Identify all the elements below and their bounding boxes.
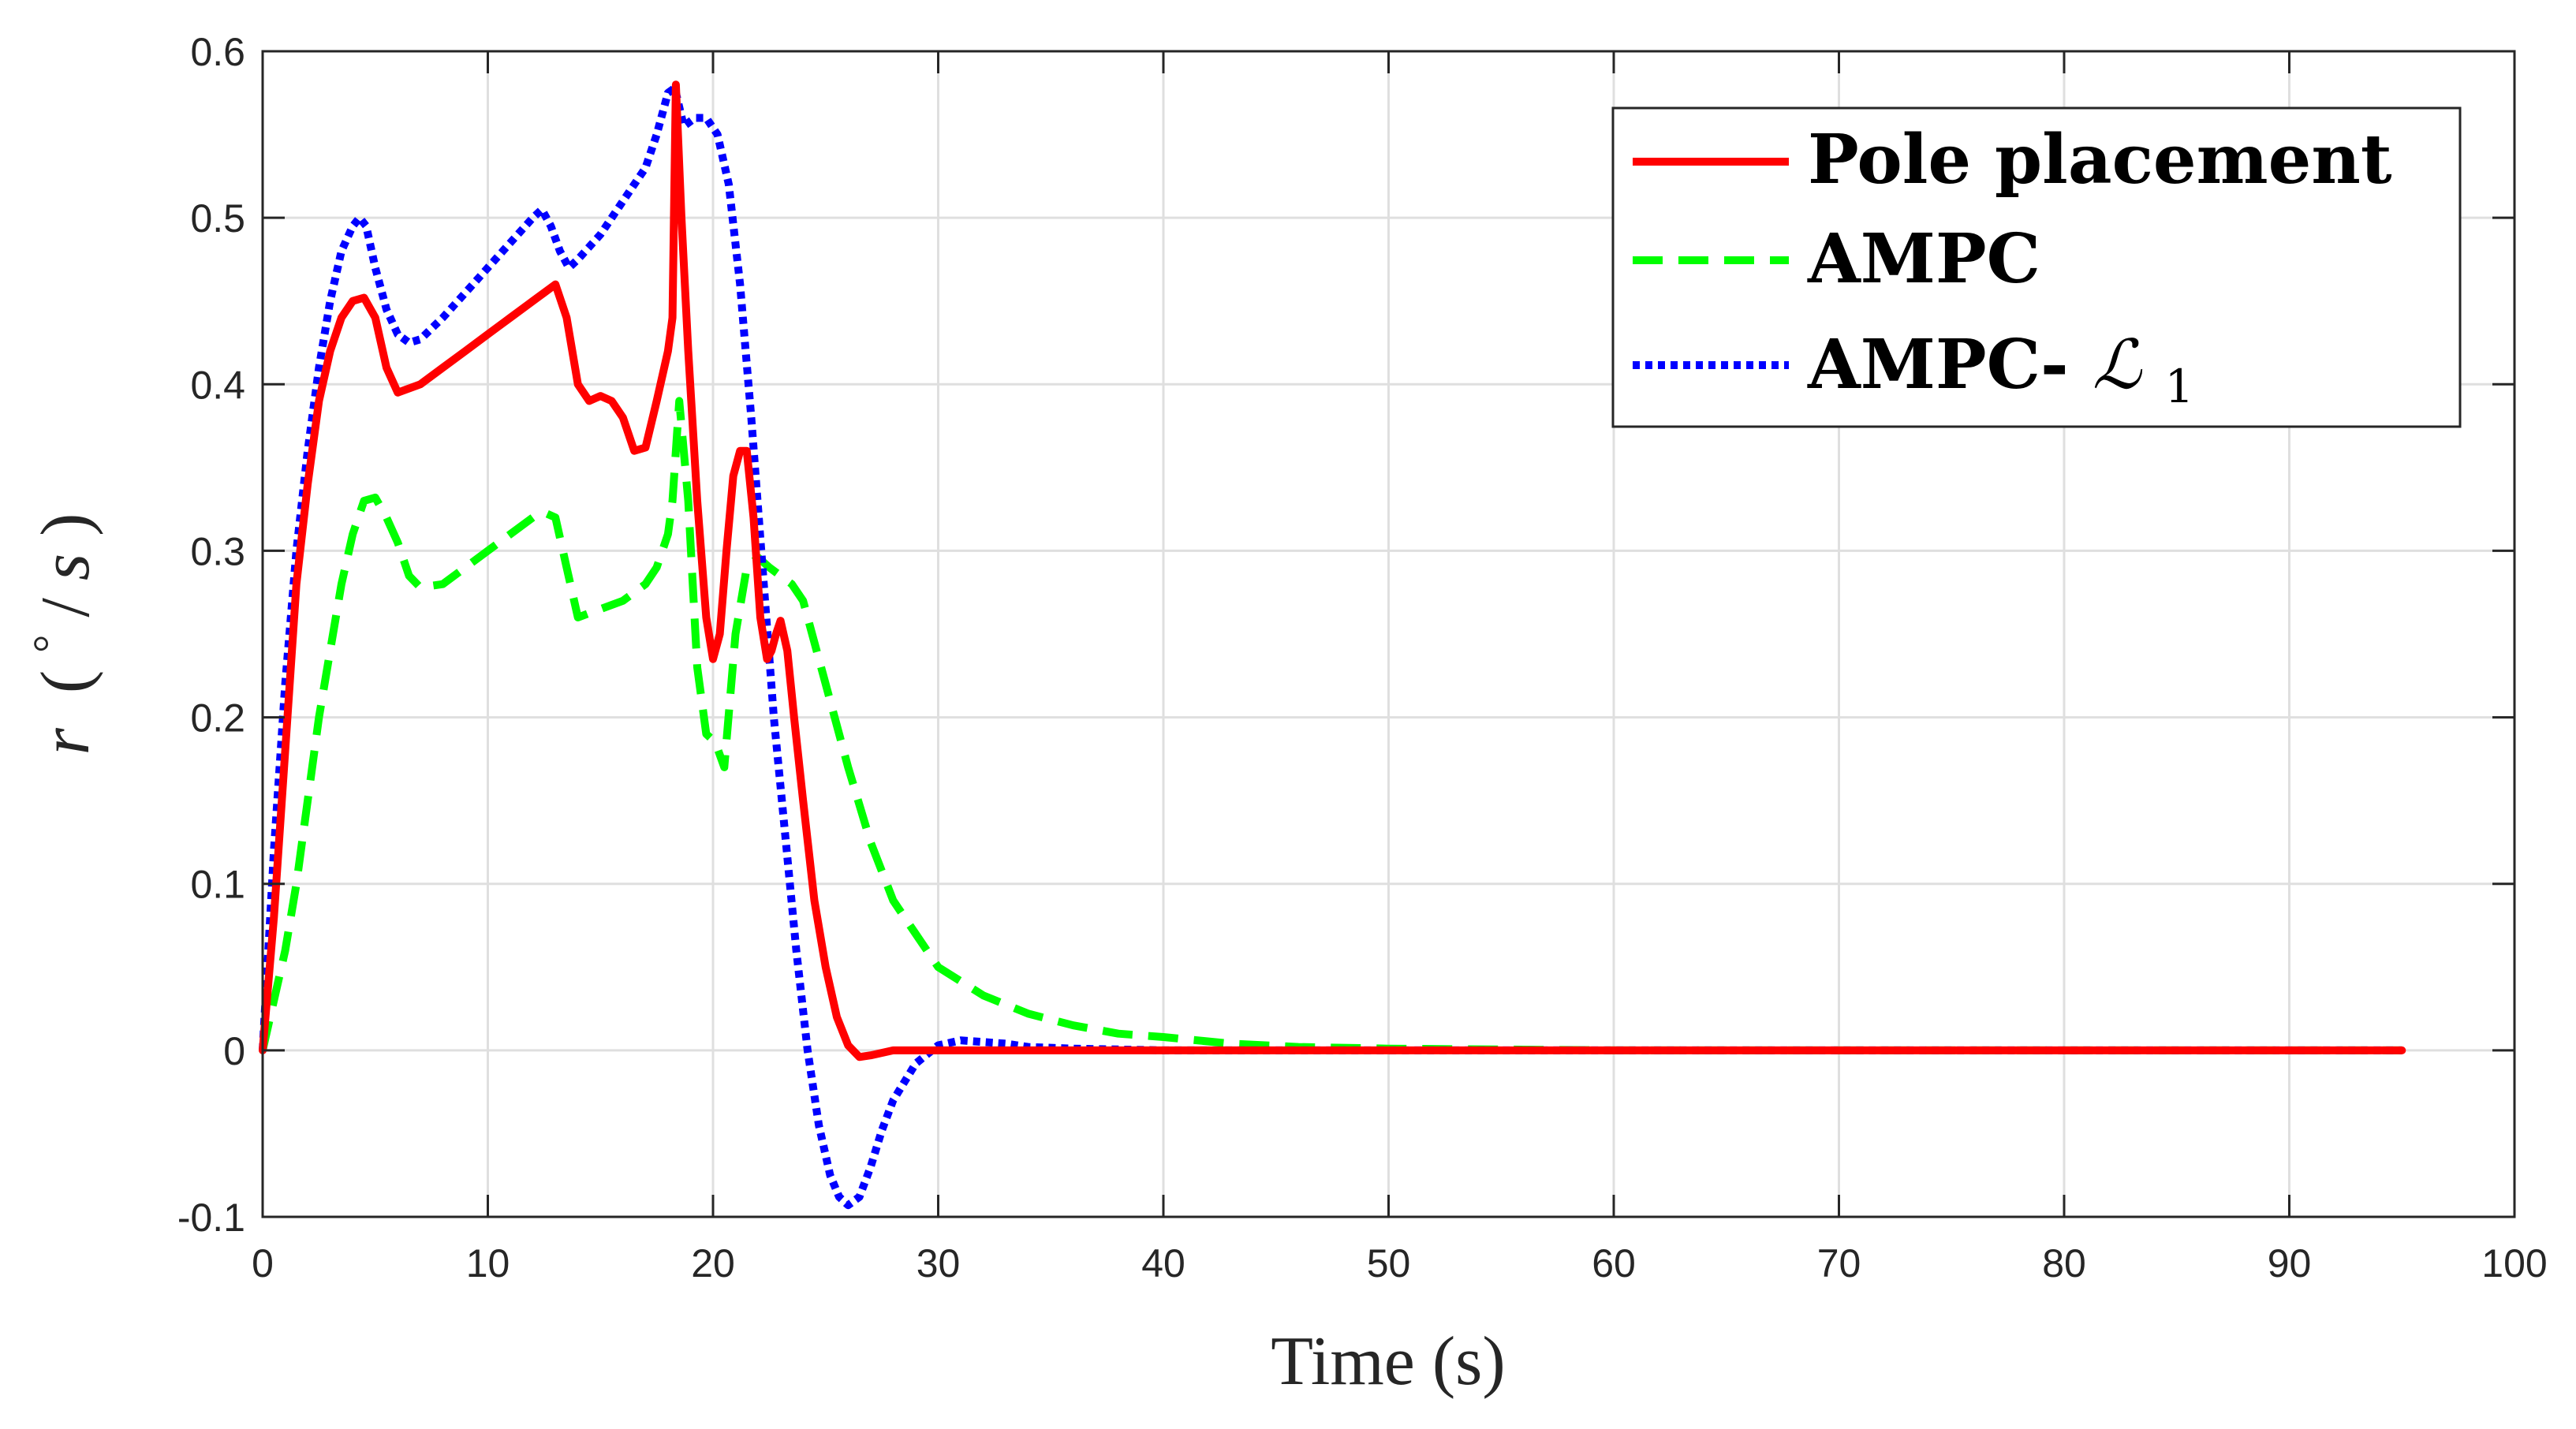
legend-label-pole-placement: Pole placement: [1808, 120, 2392, 200]
x-axis-title: Time (s): [1271, 1323, 1505, 1400]
y-tick-label-0-2: 0.2: [190, 696, 245, 741]
y-tick-label-0-1: -0.1: [177, 1196, 245, 1240]
x-tick-label-100: 100: [2481, 1241, 2547, 1285]
series-line-pole-placement: [259, 80, 2406, 1061]
y-tick-label-0-4: 0.4: [190, 363, 245, 407]
x-tick-label-50: 50: [1367, 1241, 1411, 1285]
x-tick-label-80: 80: [2042, 1241, 2086, 1285]
x-tick-label-0: 0: [252, 1241, 274, 1285]
legend-label-ampc-l1: AMPC- ℒ 1: [1807, 325, 2194, 413]
y-tick-label-0-1: 0.1: [190, 863, 245, 907]
svg-text:r ( ° /: r ( ° / s ): [4, 513, 104, 756]
y-axis-title-var: r: [28, 727, 104, 755]
x-tick-label-90: 90: [2268, 1241, 2312, 1285]
x-tick-label-40: 40: [1141, 1241, 1185, 1285]
x-tick-label-20: 20: [691, 1241, 735, 1285]
y-axis-title-close: ): [28, 513, 104, 536]
y-tick-label-0-6: 0.6: [190, 30, 245, 74]
y-tick-label-0: 0: [223, 1029, 245, 1073]
y-tick-label-0-5: 0.5: [190, 196, 245, 241]
series-layer: [259, 80, 2406, 1210]
ticks: 0 10 20 30 40 50 60 70 80 90 100-0.100.10.20.30.40…: [177, 30, 2548, 1285]
x-tick-label-10: 10: [466, 1241, 510, 1285]
y-axis-title-unit: s: [28, 554, 104, 580]
x-tick-label-70: 70: [1817, 1241, 1861, 1285]
y-tick-label-0-3: 0.3: [190, 529, 245, 573]
y-axis-title-open: (: [28, 670, 104, 693]
series-line-ampc: [259, 397, 2402, 1054]
legend-label-ampc: AMPC: [1807, 219, 2040, 299]
legend: Pole placement AMPC AMPC- ℒ 1: [1611, 106, 2462, 428]
legend-label-ampc-l1-base: AMPC-: [1807, 325, 2069, 405]
legend-label-ampc-l1-script: ℒ: [2093, 326, 2143, 405]
y-axis-title: r ( ° / s ): [4, 513, 104, 756]
x-tick-label-60: 60: [1592, 1241, 1636, 1285]
y-axis-title-deg: °: [24, 635, 75, 653]
legend-label-ampc-l1-subscript: 1: [2165, 360, 2194, 413]
y-axis-title-slash: /: [28, 598, 104, 617]
x-tick-label-30: 30: [917, 1241, 961, 1285]
